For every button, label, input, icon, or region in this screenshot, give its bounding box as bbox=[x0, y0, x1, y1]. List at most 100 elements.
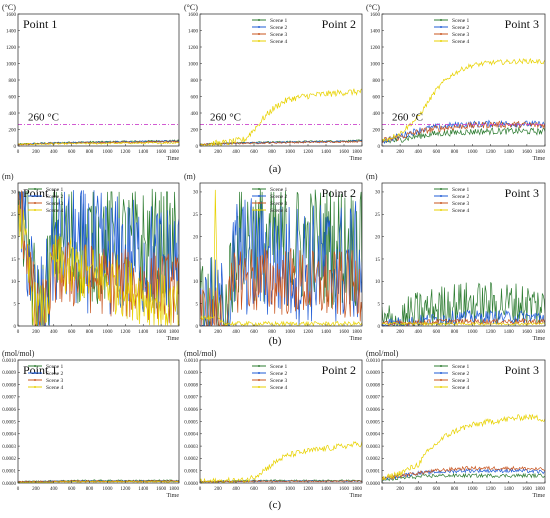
series-group bbox=[18, 139, 179, 146]
legend-marker bbox=[440, 26, 442, 28]
legend-entry: Scene 2 bbox=[46, 194, 64, 200]
x-tick-label: 800 bbox=[268, 150, 276, 155]
y-tick-label: 600 bbox=[191, 95, 199, 100]
x-tick-label: 1400 bbox=[504, 150, 515, 155]
x-axis-label: Time bbox=[167, 493, 180, 499]
series-group bbox=[18, 188, 179, 326]
x-tick-label: 200 bbox=[396, 487, 404, 492]
x-tick-label: 0 bbox=[199, 330, 202, 335]
x-tick-label: 400 bbox=[232, 150, 240, 155]
legend-entry: Scene 1 bbox=[452, 364, 470, 370]
x-tick-label: 600 bbox=[68, 150, 76, 155]
x-tick-label: 1200 bbox=[120, 330, 131, 335]
y-tick-label: 0.0001 bbox=[184, 470, 198, 475]
x-tick-label: 400 bbox=[50, 487, 58, 492]
legend-entry: Scene 2 bbox=[452, 194, 470, 200]
legend-marker bbox=[440, 209, 442, 211]
x-axis-label: Time bbox=[350, 493, 363, 499]
y-tick-label: 400 bbox=[373, 112, 381, 117]
x-axis-label: Time bbox=[167, 156, 180, 162]
chart-panel-4: 0 5 10 15 20 25 30 0 200 400 600 800 1000 1200 1400 160… bbox=[2, 172, 180, 342]
y-tick-label: 20 bbox=[375, 235, 381, 240]
x-tick-label: 400 bbox=[414, 487, 422, 492]
chart-panel-8: 0.0000 0.0001 0.0002 0.0003 0.0004 0.0005 0.00… bbox=[184, 349, 363, 499]
series-line-scene-1 bbox=[382, 472, 545, 482]
y-axis-unit: (m) bbox=[2, 172, 14, 181]
y-tick-label: 1400 bbox=[370, 29, 381, 34]
legend-entry: Scene 1 bbox=[46, 364, 64, 370]
legend-marker bbox=[440, 372, 442, 374]
legend-entry: Scene 3 bbox=[270, 201, 288, 207]
y-tick-label: 1400 bbox=[188, 29, 199, 34]
x-tick-label: 1800 bbox=[352, 487, 363, 492]
legend-entry: Scene 4 bbox=[452, 39, 470, 45]
x-tick-label: 200 bbox=[396, 330, 404, 335]
x-tick-label: 1000 bbox=[102, 487, 113, 492]
series-line-scene-4 bbox=[382, 57, 545, 142]
y-tick-label: 10 bbox=[11, 280, 17, 285]
legend-entry: Scene 3 bbox=[270, 378, 288, 384]
legend-marker bbox=[258, 372, 260, 374]
x-tick-label: 1400 bbox=[138, 487, 149, 492]
y-tick-label: 1200 bbox=[6, 46, 17, 51]
legend-entry: Scene 3 bbox=[46, 201, 64, 207]
x-tick-label: 400 bbox=[232, 330, 240, 335]
legend-entry: Scene 3 bbox=[452, 201, 470, 207]
series-group bbox=[200, 441, 362, 483]
legend-marker bbox=[440, 386, 442, 388]
y-tick-label: 0.0009 bbox=[2, 371, 16, 376]
x-tick-label: 1800 bbox=[169, 330, 180, 335]
y-tick-label: 200 bbox=[191, 128, 199, 133]
x-tick-label: 200 bbox=[214, 150, 222, 155]
legend-entry: Scene 2 bbox=[270, 25, 288, 31]
legend-marker bbox=[34, 386, 36, 388]
legend-marker bbox=[34, 365, 36, 367]
x-tick-label: 400 bbox=[414, 330, 422, 335]
x-tick-label: 1600 bbox=[522, 330, 533, 335]
y-tick-label: 25 bbox=[11, 213, 17, 218]
series-line-scene-4 bbox=[18, 480, 179, 483]
y-tick-label: 800 bbox=[9, 79, 17, 84]
x-tick-label: 1400 bbox=[321, 487, 332, 492]
x-tick-label: 1000 bbox=[102, 330, 113, 335]
x-tick-label: 200 bbox=[214, 487, 222, 492]
series-line-scene-2 bbox=[382, 119, 545, 145]
y-tick-label: 30 bbox=[375, 191, 381, 196]
x-tick-label: 1600 bbox=[156, 150, 167, 155]
panel-title: Point 3 bbox=[505, 363, 539, 377]
y-tick-label: 15 bbox=[11, 258, 17, 263]
x-tick-label: 1400 bbox=[504, 487, 515, 492]
x-axis-label: Time bbox=[533, 156, 546, 162]
series-group bbox=[382, 57, 545, 145]
x-tick-label: 800 bbox=[451, 330, 459, 335]
x-tick-label: 1400 bbox=[138, 330, 149, 335]
legend-marker bbox=[34, 202, 36, 204]
series-line-scene-4 bbox=[200, 88, 362, 146]
y-tick-label: 15 bbox=[193, 258, 199, 263]
x-tick-label: 400 bbox=[232, 487, 240, 492]
x-tick-label: 1800 bbox=[535, 150, 546, 155]
y-tick-label: 0.0002 bbox=[2, 457, 16, 462]
y-tick-label: 0.0003 bbox=[2, 445, 16, 450]
x-tick-label: 0 bbox=[381, 150, 384, 155]
legend-marker bbox=[258, 33, 260, 35]
y-tick-label: 1600 bbox=[188, 13, 199, 18]
y-tick-label: 0 bbox=[14, 145, 17, 150]
legend-marker bbox=[34, 195, 36, 197]
y-tick-label: 20 bbox=[11, 235, 17, 240]
x-tick-label: 1200 bbox=[303, 330, 314, 335]
panel-title: Point 2 bbox=[322, 363, 356, 377]
x-tick-label: 1200 bbox=[303, 487, 314, 492]
legend-entry: Scene 4 bbox=[270, 208, 288, 214]
series-line-scene-3 bbox=[382, 120, 545, 144]
legend-marker bbox=[258, 19, 260, 21]
series-line-scene-3 bbox=[382, 317, 545, 326]
y-tick-label: 0.0008 bbox=[184, 383, 198, 388]
y-tick-label: 5 bbox=[14, 302, 17, 307]
x-tick-label: 200 bbox=[32, 330, 40, 335]
